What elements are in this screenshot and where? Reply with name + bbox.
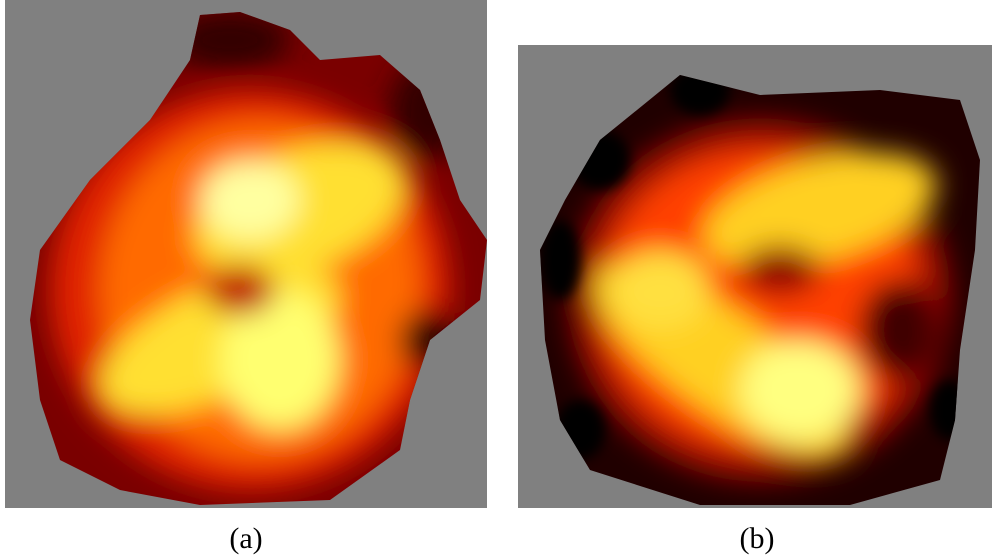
caption: (b) bbox=[740, 522, 775, 555]
caption: (a) bbox=[229, 522, 262, 555]
page: (a) (b) (() => { bbox=[0, 0, 992, 556]
panel-b: (b) bbox=[518, 45, 992, 555]
panel-a: (a) bbox=[5, 0, 487, 555]
figure: (a) (b) bbox=[0, 0, 992, 556]
